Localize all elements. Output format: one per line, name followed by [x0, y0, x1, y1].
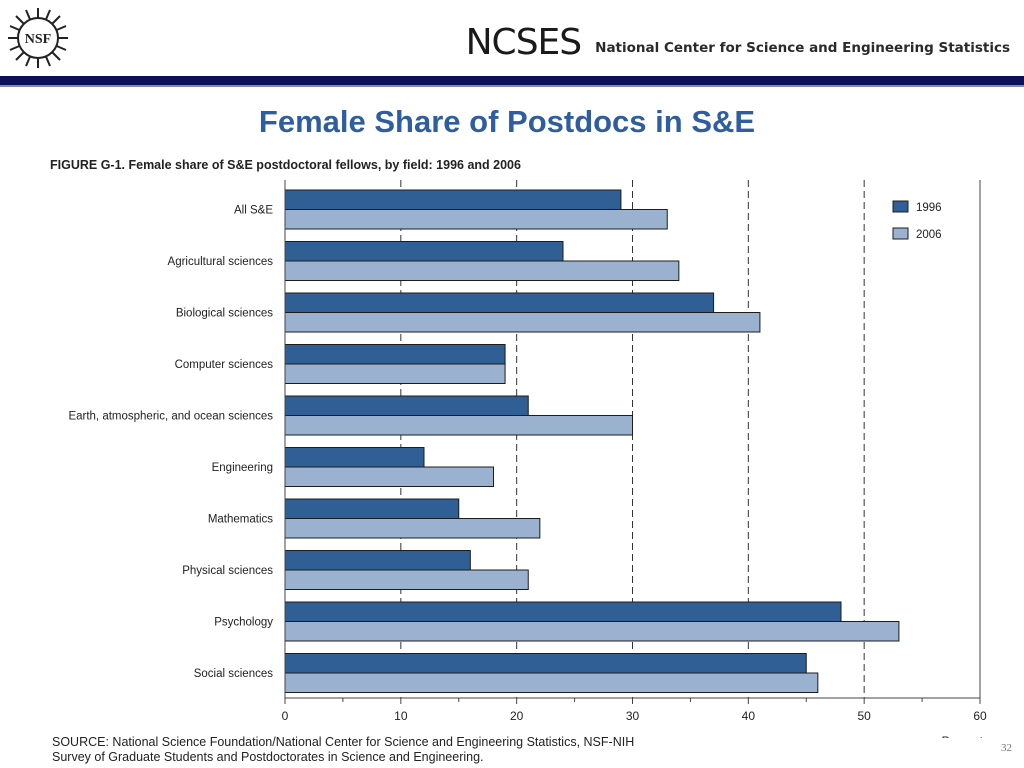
- x-tick-label: 10: [394, 709, 408, 723]
- chart-bars: [284, 189, 900, 693]
- bar-1996: [284, 292, 715, 313]
- x-tick-label: 40: [742, 709, 756, 723]
- bar-chart: All S&E Agricultural sciences Biological s…: [68, 180, 987, 738]
- x-tick-label: 0: [282, 709, 289, 723]
- bar-1996: [284, 447, 425, 468]
- bar-1996: [284, 498, 460, 519]
- category-label: Psychology: [214, 617, 273, 629]
- ncses-logo: NCSES: [465, 22, 583, 63]
- x-axis-label: Percent: [942, 734, 984, 738]
- source-note: SOURCE: National Science Foundation/Nati…: [52, 735, 634, 765]
- bar-1996: [284, 241, 564, 262]
- slide-number: 32: [1001, 742, 1012, 754]
- bar-2006: [284, 363, 506, 384]
- category-label: Social sciences: [194, 668, 274, 680]
- source-line-2: Survey of Graduate Students and Postdoct…: [52, 750, 484, 764]
- ncses-full-name: National Center for Science and Engineer…: [595, 39, 1010, 56]
- x-axis: 0 10 20 30 40 50 60 Percent: [282, 180, 987, 738]
- figure-caption: FIGURE G-1. Female share of S&E postdoct…: [50, 158, 521, 172]
- legend-label: 1996: [916, 202, 942, 214]
- bar-1996: [284, 395, 529, 416]
- x-tick-label: 20: [510, 709, 524, 723]
- header-rule-accent: [0, 85, 1024, 87]
- chart-legend: 1996 2006: [892, 200, 942, 241]
- bar-2006: [284, 312, 761, 333]
- category-label: Earth, atmospheric, and ocean sciences: [68, 411, 273, 423]
- category-label: Biological sciences: [176, 308, 273, 320]
- bar-2006: [284, 466, 494, 487]
- ncses-branding: NCSES National Center for Science and En…: [466, 22, 1010, 63]
- bar-2006: [284, 209, 668, 230]
- x-tick-label: 50: [857, 709, 871, 723]
- category-label: Physical sciences: [182, 565, 273, 577]
- category-labels: All S&E Agricultural sciences Biological s…: [68, 205, 273, 681]
- source-line-1: SOURCE: National Science Foundation/Nati…: [52, 735, 635, 749]
- header-rule: [0, 76, 1024, 85]
- bar-2006: [284, 518, 541, 539]
- legend-swatch-2006: [892, 227, 909, 240]
- legend-label: 2006: [916, 229, 942, 241]
- bar-1996: [284, 344, 506, 365]
- category-label: Engineering: [212, 462, 273, 474]
- bar-1996: [284, 601, 842, 622]
- bar-2006: [284, 672, 819, 693]
- category-label: Agricultural sciences: [168, 256, 274, 268]
- category-label: Computer sciences: [175, 359, 274, 371]
- category-label: All S&E: [234, 205, 273, 217]
- bar-1996: [284, 550, 471, 571]
- bar-2006: [284, 415, 633, 436]
- x-tick-label: 30: [626, 709, 640, 723]
- nsf-logo: NSF: [8, 8, 68, 68]
- nsf-logo-text: NSF: [25, 32, 51, 47]
- bar-1996: [284, 189, 622, 210]
- bar-2006: [284, 621, 900, 642]
- bar-1996: [284, 653, 807, 674]
- x-tick-label: 60: [973, 709, 987, 723]
- legend-swatch-1996: [892, 200, 909, 213]
- bar-2006: [284, 260, 680, 281]
- bar-2006: [284, 569, 529, 590]
- slide-title: Female Share of Postdocs in S&E: [258, 104, 756, 139]
- category-label: Mathematics: [208, 514, 273, 526]
